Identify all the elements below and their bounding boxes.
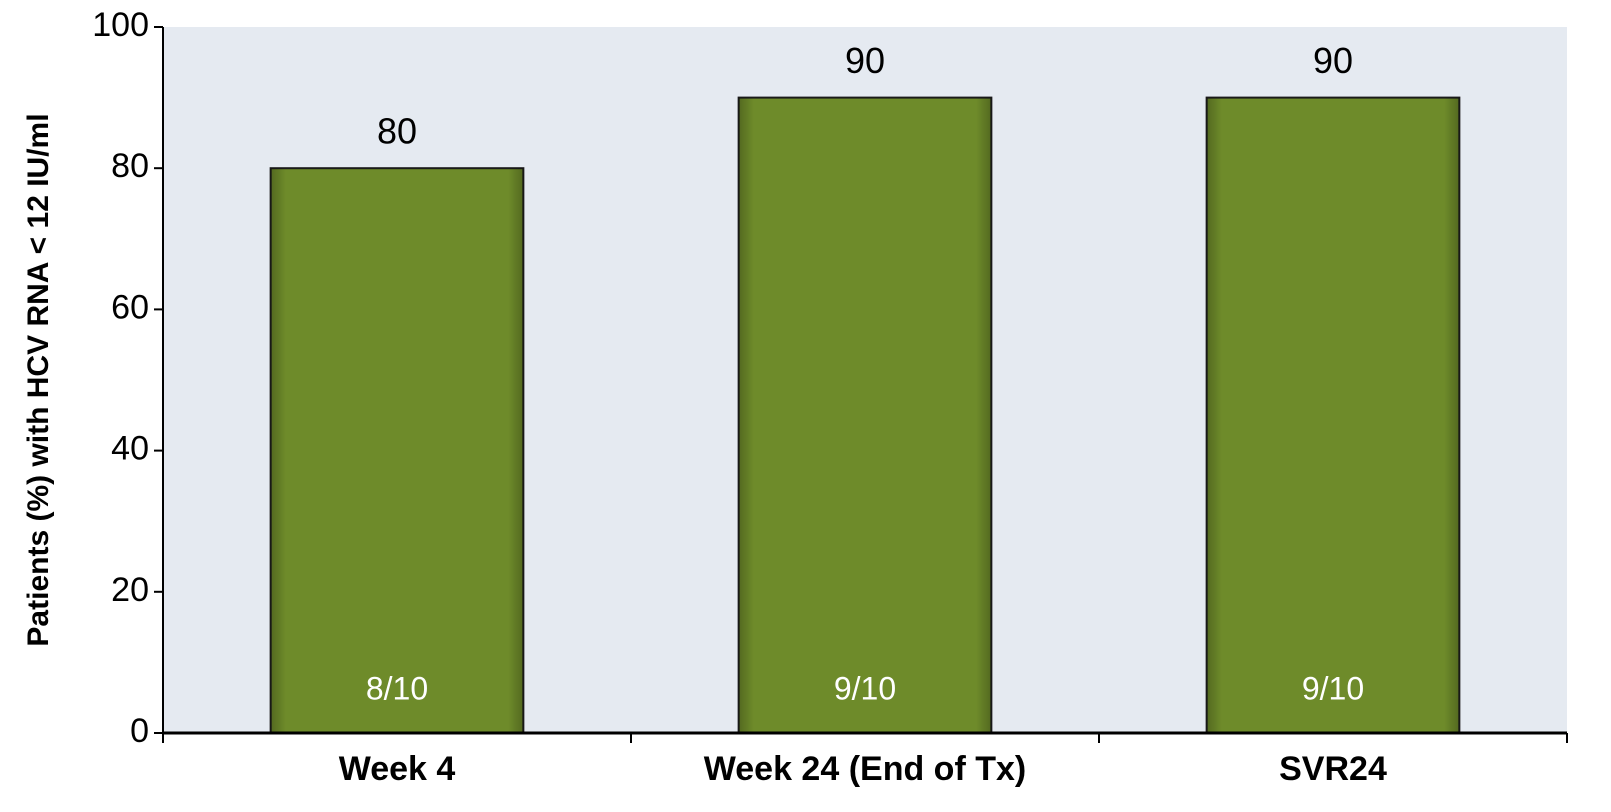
y-axis-label: Patients (%) with HCV RNA < 12 IU/ml — [22, 113, 55, 646]
bar — [269, 167, 525, 734]
bar-label: 9/10 — [834, 670, 896, 706]
y-tick-label: 60 — [111, 288, 149, 326]
y-tick-label: 100 — [92, 6, 149, 44]
value-label: 80 — [377, 111, 417, 152]
y-tick-label: 20 — [111, 571, 149, 609]
bar — [1205, 96, 1461, 735]
y-tick-label: 80 — [111, 147, 149, 185]
y-tick-label: 40 — [111, 430, 149, 468]
x-tick-label: Week 24 (End of Tx) — [704, 750, 1026, 788]
value-label: 90 — [845, 40, 885, 81]
value-label: 90 — [1313, 40, 1353, 81]
x-tick-label: SVR24 — [1279, 750, 1387, 788]
bar-label: 9/10 — [1302, 670, 1364, 706]
bar-label: 8/10 — [366, 670, 428, 706]
x-tick-label: Week 4 — [339, 750, 456, 788]
bar — [737, 96, 993, 735]
y-tick-label: 0 — [130, 712, 149, 750]
